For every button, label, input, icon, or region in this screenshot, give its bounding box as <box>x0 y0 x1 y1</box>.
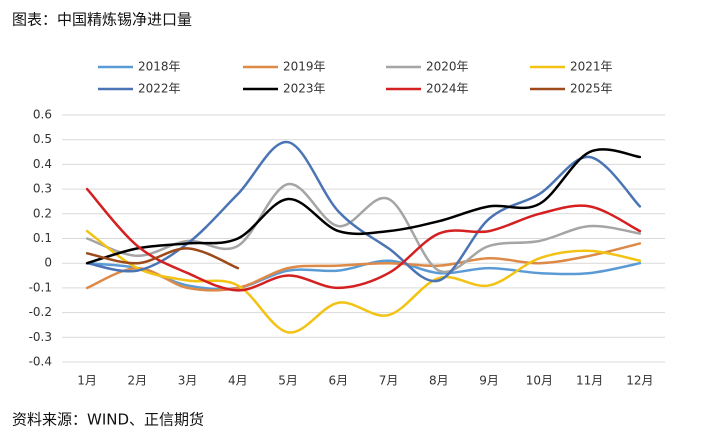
y-tick-label: 0.4 <box>33 157 52 171</box>
y-tick-label: 0.5 <box>33 132 52 146</box>
y-tick-label: 0.2 <box>33 206 52 220</box>
legend-label: 2023年 <box>283 82 326 96</box>
series-line <box>85 229 642 334</box>
y-tick-label: 0 <box>44 256 52 270</box>
y-tick-label: -0.2 <box>29 305 52 319</box>
y-tick-label: -0.3 <box>29 330 52 344</box>
x-tick-label: 7月 <box>379 374 399 388</box>
chart-title: 图表：中国精炼锡净进口量 <box>12 11 192 29</box>
series-line <box>85 148 642 265</box>
series-line <box>85 247 240 270</box>
x-tick-label: 9月 <box>479 374 499 388</box>
y-tick-label: 0.3 <box>33 182 52 196</box>
series-line <box>85 187 642 292</box>
x-tick-label: 12月 <box>626 374 653 388</box>
y-tick-label: 0.6 <box>33 108 52 122</box>
legend-label: 2019年 <box>283 60 326 74</box>
source: 资料来源：WIND、正信期货 <box>12 411 204 429</box>
y-tick-label: -0.1 <box>29 280 52 294</box>
legend-label: 2018年 <box>138 60 181 74</box>
x-tick-label: 2月 <box>128 374 148 388</box>
series-line <box>85 182 642 274</box>
x-tick-label: 8月 <box>429 374 449 388</box>
legend-label: 2022年 <box>138 82 181 96</box>
series-line <box>85 242 642 292</box>
legend-label: 2025年 <box>570 82 613 96</box>
y-tick-label: 0.1 <box>33 231 52 245</box>
y-tick-label: -0.4 <box>29 355 52 369</box>
x-tick-label: 4月 <box>228 374 248 388</box>
x-tick-label: 6月 <box>329 374 349 388</box>
x-tick-label: 1月 <box>77 374 97 388</box>
legend-label: 2021年 <box>570 60 613 74</box>
legend-label: 2024年 <box>426 82 469 96</box>
legend-label: 2020年 <box>426 60 469 74</box>
x-tick-label: 5月 <box>278 374 298 388</box>
x-tick-label: 10月 <box>526 374 553 388</box>
x-tick-label: 11月 <box>576 374 603 388</box>
x-tick-label: 3月 <box>178 374 198 388</box>
